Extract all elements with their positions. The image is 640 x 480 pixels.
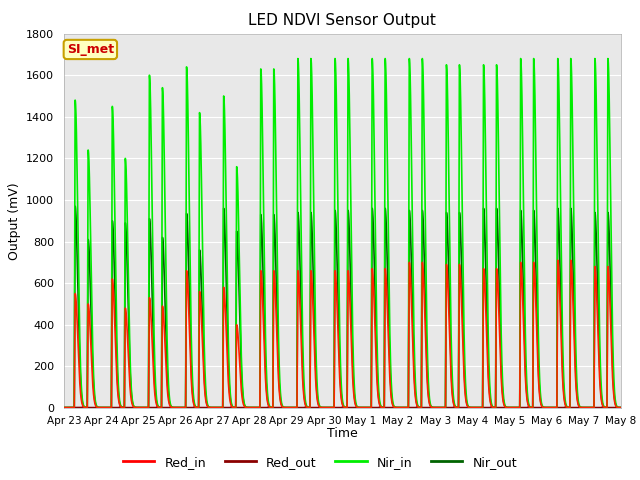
Text: SI_met: SI_met: [67, 43, 114, 56]
Y-axis label: Output (mV): Output (mV): [8, 182, 20, 260]
Title: LED NDVI Sensor Output: LED NDVI Sensor Output: [248, 13, 436, 28]
Legend: Red_in, Red_out, Nir_in, Nir_out: Red_in, Red_out, Nir_in, Nir_out: [118, 451, 522, 474]
X-axis label: Time: Time: [327, 427, 358, 440]
